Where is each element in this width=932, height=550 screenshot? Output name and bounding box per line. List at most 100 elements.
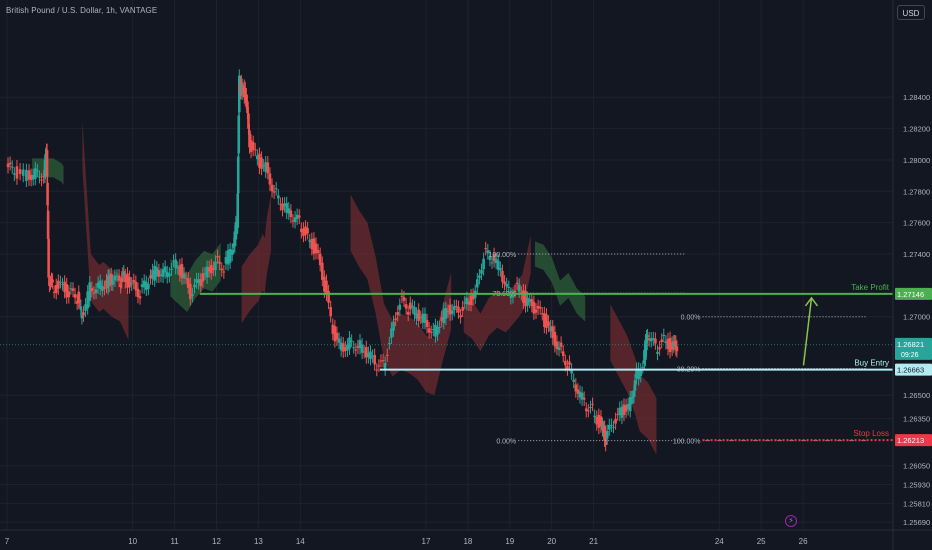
- target-arrow: [802, 297, 813, 366]
- candle-body: [633, 380, 637, 391]
- candle-body: [555, 341, 559, 349]
- candle-body: [333, 326, 337, 342]
- x-tick-label: 7: [5, 537, 10, 546]
- candle-body: [49, 281, 52, 284]
- chart-grid: [0, 0, 893, 530]
- candle-body: [662, 334, 666, 337]
- candle-body: [6, 163, 10, 168]
- candle-body: [402, 297, 406, 301]
- candle-body: [285, 203, 288, 213]
- trade-levels: Take Profit 1.27146 Buy Entry 1.26663 Stop L…: [0, 283, 932, 447]
- cloud-bear: [82, 120, 129, 341]
- candle-body: [130, 283, 133, 285]
- candle-body: [486, 250, 490, 254]
- candle-body: [149, 275, 152, 279]
- fib-level-label: 0.00%: [681, 315, 701, 322]
- candle-body: [444, 307, 448, 319]
- candle-body: [584, 408, 588, 412]
- candle-body: [283, 203, 286, 207]
- candle-body: [302, 228, 305, 236]
- candle-body: [310, 238, 314, 250]
- candle-body: [383, 362, 387, 370]
- y-tick-label: 1.25690: [903, 518, 930, 527]
- candle-body: [455, 305, 458, 307]
- candle-body: [604, 431, 607, 446]
- candle-body: [92, 292, 96, 294]
- candle-body: [79, 306, 83, 311]
- candle-body: [199, 279, 203, 287]
- candle-body: [511, 295, 515, 298]
- y-tick-label: 1.26050: [903, 462, 930, 471]
- candle-body: [641, 366, 645, 368]
- candle-body: [189, 283, 192, 300]
- candle-body: [635, 368, 638, 379]
- x-tick-label: 12: [212, 537, 221, 546]
- candle-body: [436, 327, 439, 335]
- candle-body: [367, 352, 370, 358]
- candle-body: [467, 301, 471, 305]
- candle-body: [96, 282, 100, 288]
- x-tick-label: 25: [757, 537, 766, 546]
- candle-body: [429, 331, 433, 333]
- candle-body: [161, 269, 165, 277]
- candle-body: [566, 365, 569, 370]
- candle-body: [291, 220, 295, 222]
- candle-body: [630, 397, 634, 399]
- candle-body: [260, 157, 263, 169]
- candle-body: [488, 256, 492, 260]
- candle-body: [452, 306, 456, 310]
- candle-body: [551, 326, 555, 339]
- candle-body: [570, 369, 573, 374]
- y-tick-label: 1.27000: [903, 313, 930, 322]
- candle-body: [440, 317, 444, 321]
- candle-body: [13, 173, 16, 175]
- candle-body: [624, 405, 628, 412]
- candle-body: [534, 309, 538, 313]
- x-tick-label: 20: [547, 537, 556, 546]
- candle-body: [434, 324, 437, 337]
- candle-body: [325, 280, 328, 295]
- candle-body: [375, 369, 379, 371]
- candle-body: [77, 291, 81, 303]
- fib-level-label: 0.00%: [496, 439, 516, 446]
- candle-body: [270, 184, 274, 192]
- candle-body: [390, 328, 393, 338]
- candle-body: [344, 347, 347, 351]
- candle-body: [379, 360, 383, 362]
- candle-body: [660, 339, 663, 343]
- y-tick-label: 1.26500: [903, 391, 930, 400]
- candle-body: [195, 279, 198, 283]
- candle-body: [27, 170, 31, 180]
- candle-body: [499, 267, 502, 271]
- candle-body: [503, 281, 506, 285]
- candle-body: [209, 265, 213, 274]
- candle-body: [109, 274, 113, 285]
- candle-body: [155, 267, 159, 277]
- candle-body: [593, 415, 596, 417]
- currency-button[interactable]: USD: [897, 5, 925, 20]
- candle-body: [513, 290, 517, 292]
- lightning-icon[interactable]: ⚡: [785, 515, 797, 527]
- candle-body: [126, 273, 129, 288]
- x-tick-label: 24: [715, 537, 724, 546]
- candle-body: [304, 226, 307, 235]
- candle-body: [396, 312, 400, 316]
- candle-body: [622, 404, 626, 415]
- candle-body: [103, 286, 106, 290]
- candle-body: [484, 248, 488, 250]
- candle-body: [628, 397, 632, 412]
- candle-body: [10, 166, 14, 168]
- candle-body: [530, 299, 534, 307]
- candle-body: [38, 176, 41, 178]
- candle-body: [249, 140, 253, 152]
- candle-body: [564, 360, 567, 366]
- candle-body: [247, 113, 250, 129]
- candle-body: [605, 430, 609, 439]
- candle-body: [608, 425, 611, 430]
- candle-body: [674, 341, 678, 350]
- candle-body: [61, 284, 64, 286]
- candle-body: [52, 291, 56, 293]
- candle-body: [423, 313, 427, 323]
- candle-body: [40, 179, 43, 181]
